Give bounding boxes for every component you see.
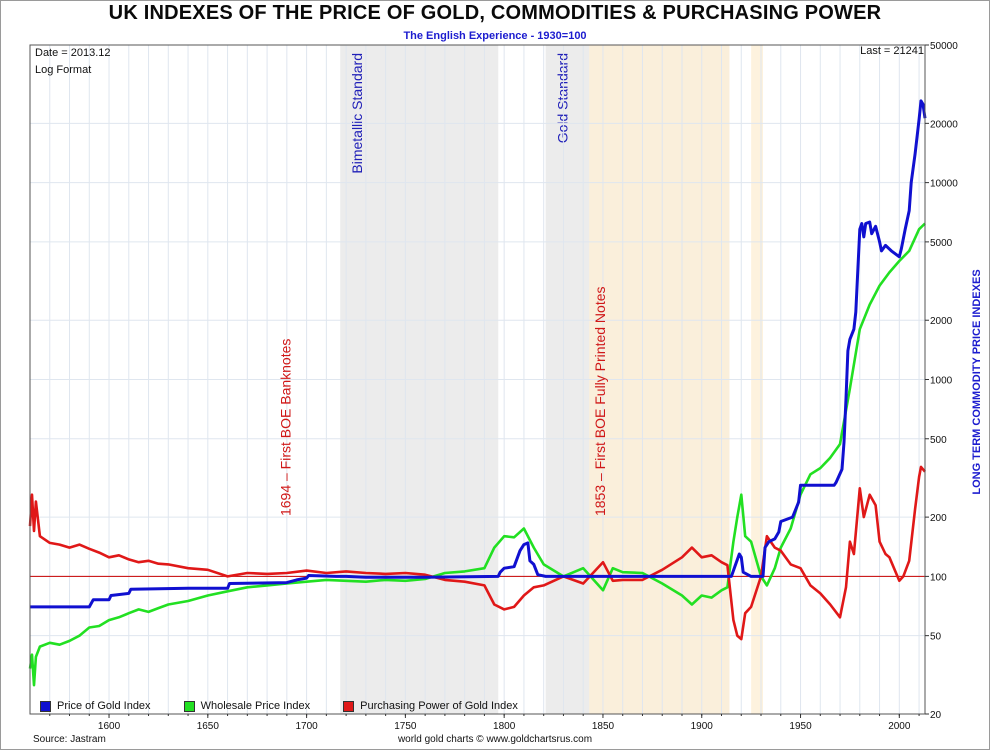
shaded-region-label-1: Gold Standard xyxy=(555,53,571,143)
chart-legend: Price of Gold Index Wholesale Price Inde… xyxy=(40,700,548,715)
legend-swatch-purchasing xyxy=(343,700,355,712)
x-tick-label: 1600 xyxy=(98,721,121,732)
chart-title: UK INDEXES OF THE PRICE OF GOLD, COMMODI… xyxy=(108,2,882,24)
series-line-purchasing-power-of-gold-index xyxy=(28,465,926,641)
y-tick-label: 100 xyxy=(930,572,947,583)
y-tick-label: 20 xyxy=(930,710,942,721)
annotation-0: 1694 – First BOE Banknotes xyxy=(278,339,294,516)
y-tick-label: 50000 xyxy=(930,41,958,52)
x-tick-label: 1900 xyxy=(691,721,714,732)
y-axis-title: LONG TERM COMMODITY PRICE INDEXES xyxy=(971,269,983,495)
info-block: Date = 2013.12 Log Format xyxy=(35,45,111,79)
y-tick-label: 5000 xyxy=(930,238,953,249)
y-tick-label: 2000 xyxy=(930,316,953,327)
y-tick-label: 50 xyxy=(930,632,942,643)
series-line-price-of-gold-index xyxy=(30,99,927,609)
y-tick-label: 20000 xyxy=(930,119,958,130)
legend-label-wholesale: Wholesale Price Index xyxy=(200,700,311,712)
x-tick-label: 1800 xyxy=(493,721,516,732)
footer-credit: world gold charts © www.goldchartsrus.co… xyxy=(397,734,593,745)
x-tick-label: 2000 xyxy=(888,721,911,732)
x-tick-label: 1950 xyxy=(789,721,812,732)
legend-label-gold: Price of Gold Index xyxy=(57,700,151,712)
last-value-readout: Last = 21241 xyxy=(860,45,924,57)
legend-label-purchasing: Purchasing Power of Gold Index xyxy=(360,700,518,712)
y-tick-label: 500 xyxy=(930,435,947,446)
y-tick-label: 10000 xyxy=(930,179,958,190)
legend-item-gold: Price of Gold Index xyxy=(40,700,151,712)
x-tick-label: 1650 xyxy=(197,721,220,732)
legend-swatch-wholesale xyxy=(183,700,195,712)
shaded-region-label-0: Bimetallic Standard xyxy=(349,53,365,174)
x-tick-label: 1850 xyxy=(592,721,615,732)
source-note: Source: Jastram xyxy=(33,734,106,745)
x-tick-label: 1750 xyxy=(394,721,417,732)
scale-format-label: Log Format xyxy=(35,64,92,76)
legend-swatch-gold xyxy=(40,700,51,712)
date-readout: Date = 2013.12 xyxy=(35,47,111,59)
y-tick-label: 200 xyxy=(930,513,947,524)
series-line-wholesale-price-index xyxy=(28,222,926,687)
y-tick-label: 1000 xyxy=(930,376,953,387)
legend-item-purchasing: Purchasing Power of Gold Index xyxy=(343,700,518,712)
legend-item-wholesale: Wholesale Price Index xyxy=(183,700,311,712)
annotation-1: 1853 – First BOE Fully Printed Notes xyxy=(592,286,608,516)
x-tick-label: 1700 xyxy=(295,721,318,732)
chart-subtitle: The English Experience - 1930=100 xyxy=(403,30,587,42)
